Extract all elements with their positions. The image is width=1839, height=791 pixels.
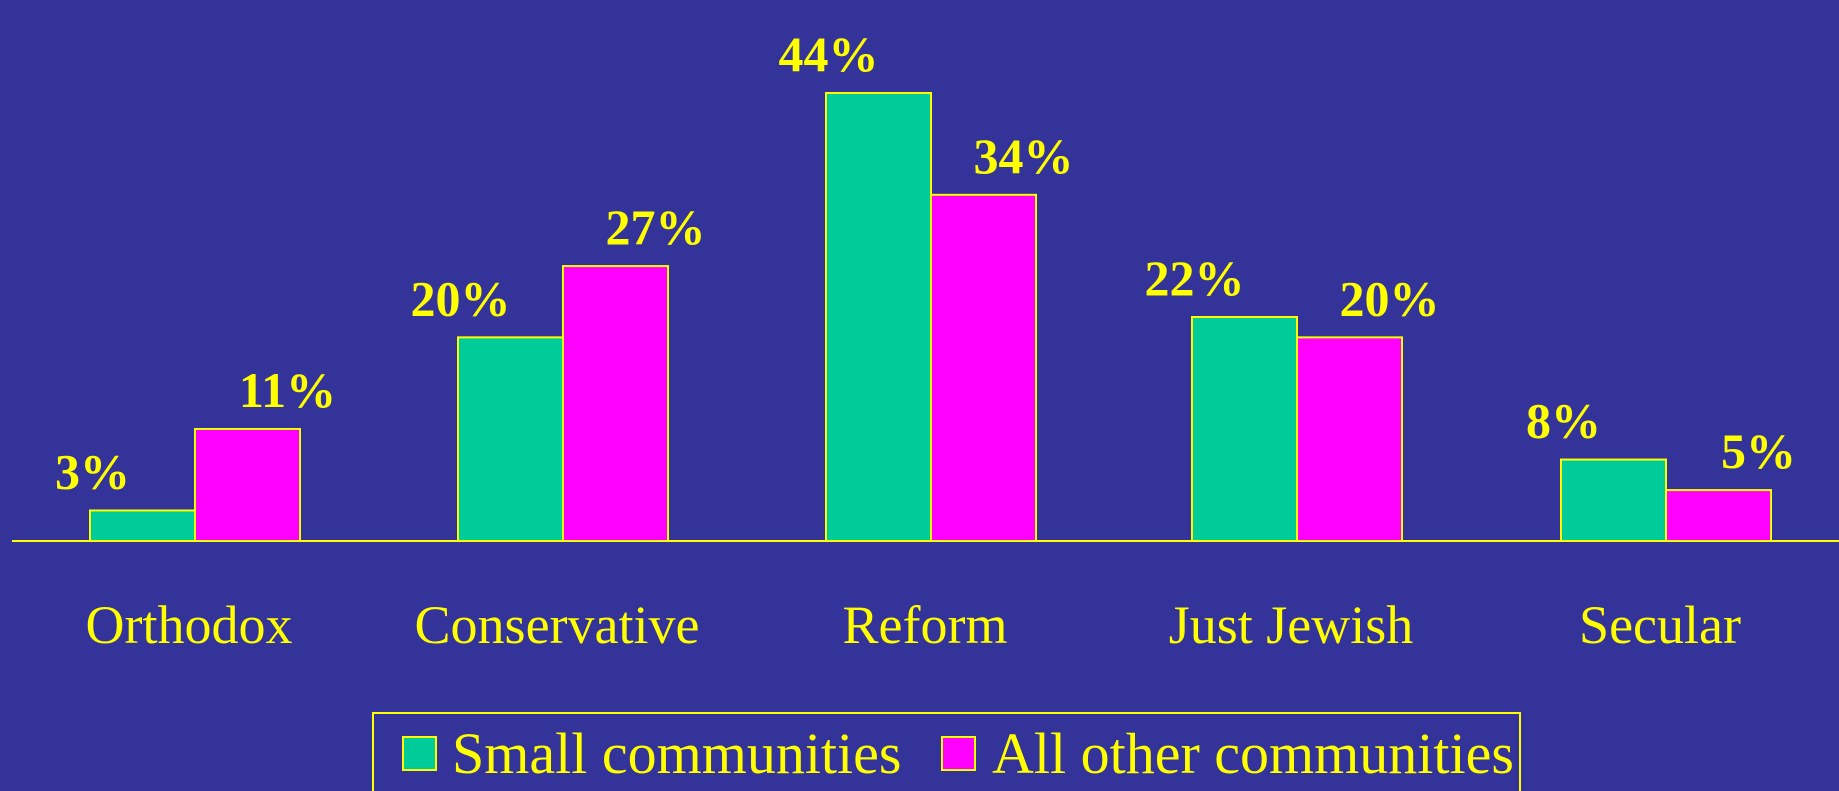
bars-group [89, 92, 1772, 543]
bar-just-jewish-other [1296, 336, 1403, 543]
category-label-reform: Reform [843, 595, 1008, 655]
value-label-orthodox-other: 11% [239, 362, 336, 418]
category-label-secular: Secular [1579, 595, 1741, 655]
legend-swatch-all-other-communities [941, 736, 976, 771]
legend: Small communities All other communities [372, 712, 1521, 791]
value-label-conservative-small: 20% [411, 270, 511, 326]
value-label-conservative-other: 27% [606, 199, 706, 255]
value-label-just-jewish-small: 22% [1145, 250, 1245, 306]
value-label-orthodox-small: 3% [55, 443, 130, 499]
bar-conservative-small [457, 336, 564, 543]
category-label-orthodox: Orthodox [86, 595, 293, 655]
bar-conservative-other [562, 265, 669, 542]
bar-reform-small [825, 92, 932, 542]
bar-orthodox-other [194, 428, 301, 542]
category-label-conservative: Conservative [415, 595, 700, 655]
legend-label-small-communities: Small communities [452, 721, 901, 786]
value-label-secular-small: 8% [1526, 393, 1601, 449]
bar-secular-small [1560, 458, 1667, 542]
value-label-just-jewish-other: 20% [1340, 270, 1440, 326]
value-label-reform-other: 34% [974, 128, 1074, 184]
bar-orthodox-small [89, 509, 196, 543]
category-labels-group: Orthodox Conservative Reform Just Jewish Sec… [86, 595, 1741, 655]
value-label-reform-small: 44% [779, 26, 879, 82]
legend-label-all-other-communities: All other communities [992, 721, 1514, 786]
legend-box [372, 712, 1521, 791]
category-label-just-jewish: Just Jewish [1169, 595, 1414, 655]
bar-reform-other [930, 193, 1037, 542]
legend-swatch-small-communities [402, 736, 437, 771]
value-label-secular-other: 5% [1721, 423, 1796, 479]
bar-secular-other [1665, 489, 1772, 543]
value-labels-group: 3% 11% 20% 27% 44% 34% 22% 20% 8% 5% [55, 26, 1796, 499]
bar-just-jewish-small [1191, 316, 1298, 542]
